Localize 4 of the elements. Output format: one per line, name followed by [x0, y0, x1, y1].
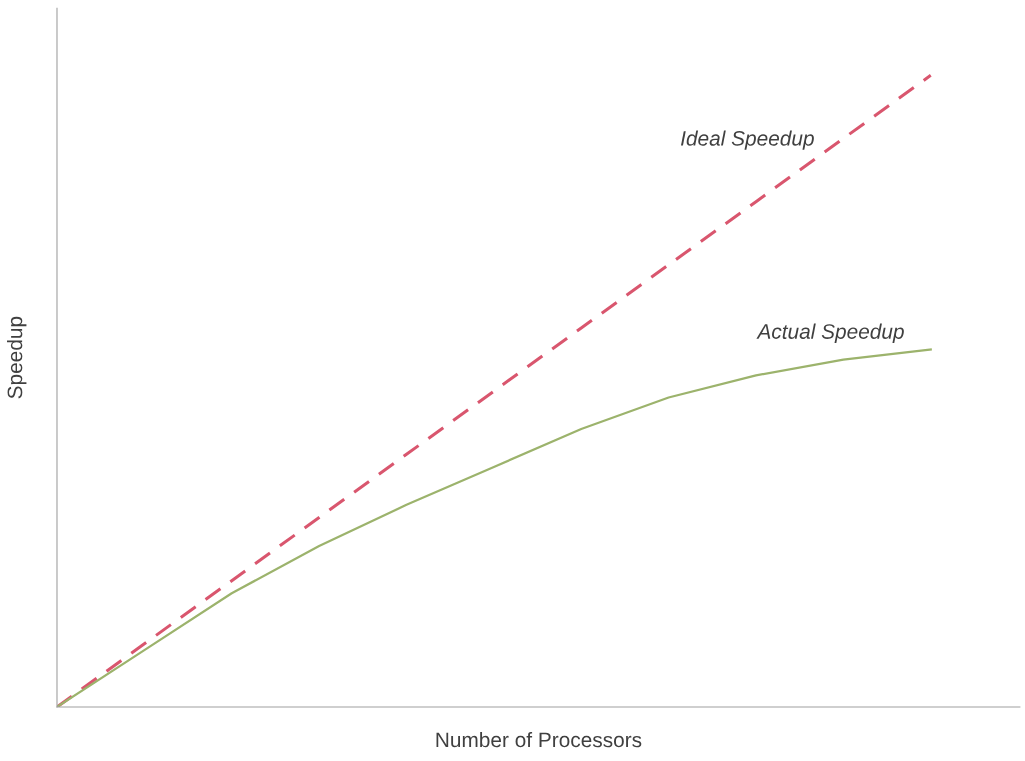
y-axis-title: Speedup [7, 316, 27, 399]
series-label: Actual Speedup [756, 323, 904, 344]
x-axis-title: Number of Processors [436, 731, 642, 748]
series-label: Ideal Speedup [681, 130, 814, 150]
